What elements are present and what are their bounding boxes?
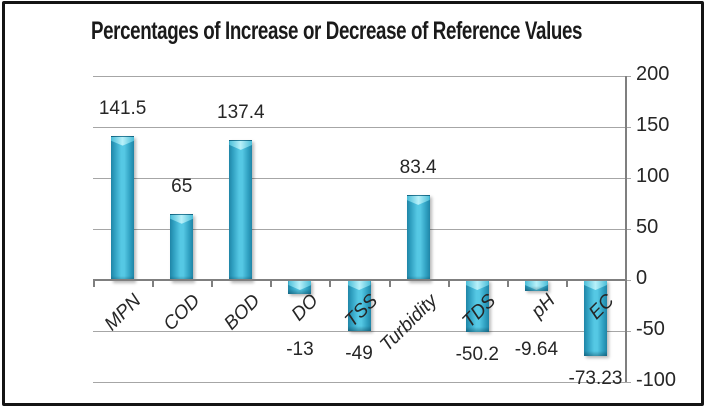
category-label-COD: COD <box>160 290 205 336</box>
data-label-MPN: 141.5 <box>98 97 147 119</box>
y-axis-tick-label: 0 <box>636 267 648 289</box>
data-label-TDS: -50.2 <box>455 344 499 366</box>
category-label-DO: DO <box>288 290 324 326</box>
y-axis-tick-label: -50 <box>636 318 665 340</box>
gridline-150 <box>93 127 631 128</box>
bar-COD <box>170 213 194 282</box>
gridline--50 <box>93 331 631 332</box>
y-axis-tick-label: 100 <box>636 165 670 187</box>
data-label-COD: 65 <box>171 175 193 197</box>
gridline-200 <box>93 76 631 77</box>
category-label-MPN: MPN <box>101 290 146 336</box>
bar-pH <box>524 280 548 291</box>
category-axis-tick <box>93 280 95 287</box>
y-axis-tick-label: -100 <box>636 369 677 391</box>
category-axis-tick <box>565 280 568 287</box>
bar-Turbidity <box>406 194 430 282</box>
category-axis-tick <box>329 280 332 287</box>
data-label-TSS: -49 <box>345 342 373 364</box>
bar-MPN <box>111 135 135 282</box>
category-axis-tick <box>152 280 155 287</box>
category-axis-tick <box>506 280 509 287</box>
value-axis-line <box>625 76 627 382</box>
category-label-pH: pH <box>527 290 560 323</box>
bar-BOD <box>229 139 253 282</box>
data-label-Turbidity: 83.4 <box>399 156 437 178</box>
data-label-DO: -13 <box>286 339 314 360</box>
category-axis-tick <box>211 280 214 287</box>
gridline--100 <box>93 382 631 383</box>
category-axis-tick <box>447 280 450 287</box>
gridline-100 <box>93 178 631 179</box>
data-label-BOD: 137.4 <box>217 101 265 123</box>
data-label-EC: -73.23 <box>568 367 623 389</box>
category-label-BOD: BOD <box>219 290 264 335</box>
category-axis-tick <box>624 280 627 287</box>
data-label-pH: -9.64 <box>514 339 559 360</box>
y-axis-tick-label: 50 <box>636 216 659 238</box>
gridline-50 <box>93 229 631 230</box>
category-axis-tick <box>270 280 273 287</box>
category-axis-line <box>93 279 625 281</box>
y-axis-tick-label: 150 <box>636 114 670 136</box>
category-axis-tick <box>388 280 391 287</box>
chart-title: Percentages of Increase or Decrease of R… <box>91 17 583 45</box>
y-axis-tick-label: 200 <box>636 63 670 85</box>
